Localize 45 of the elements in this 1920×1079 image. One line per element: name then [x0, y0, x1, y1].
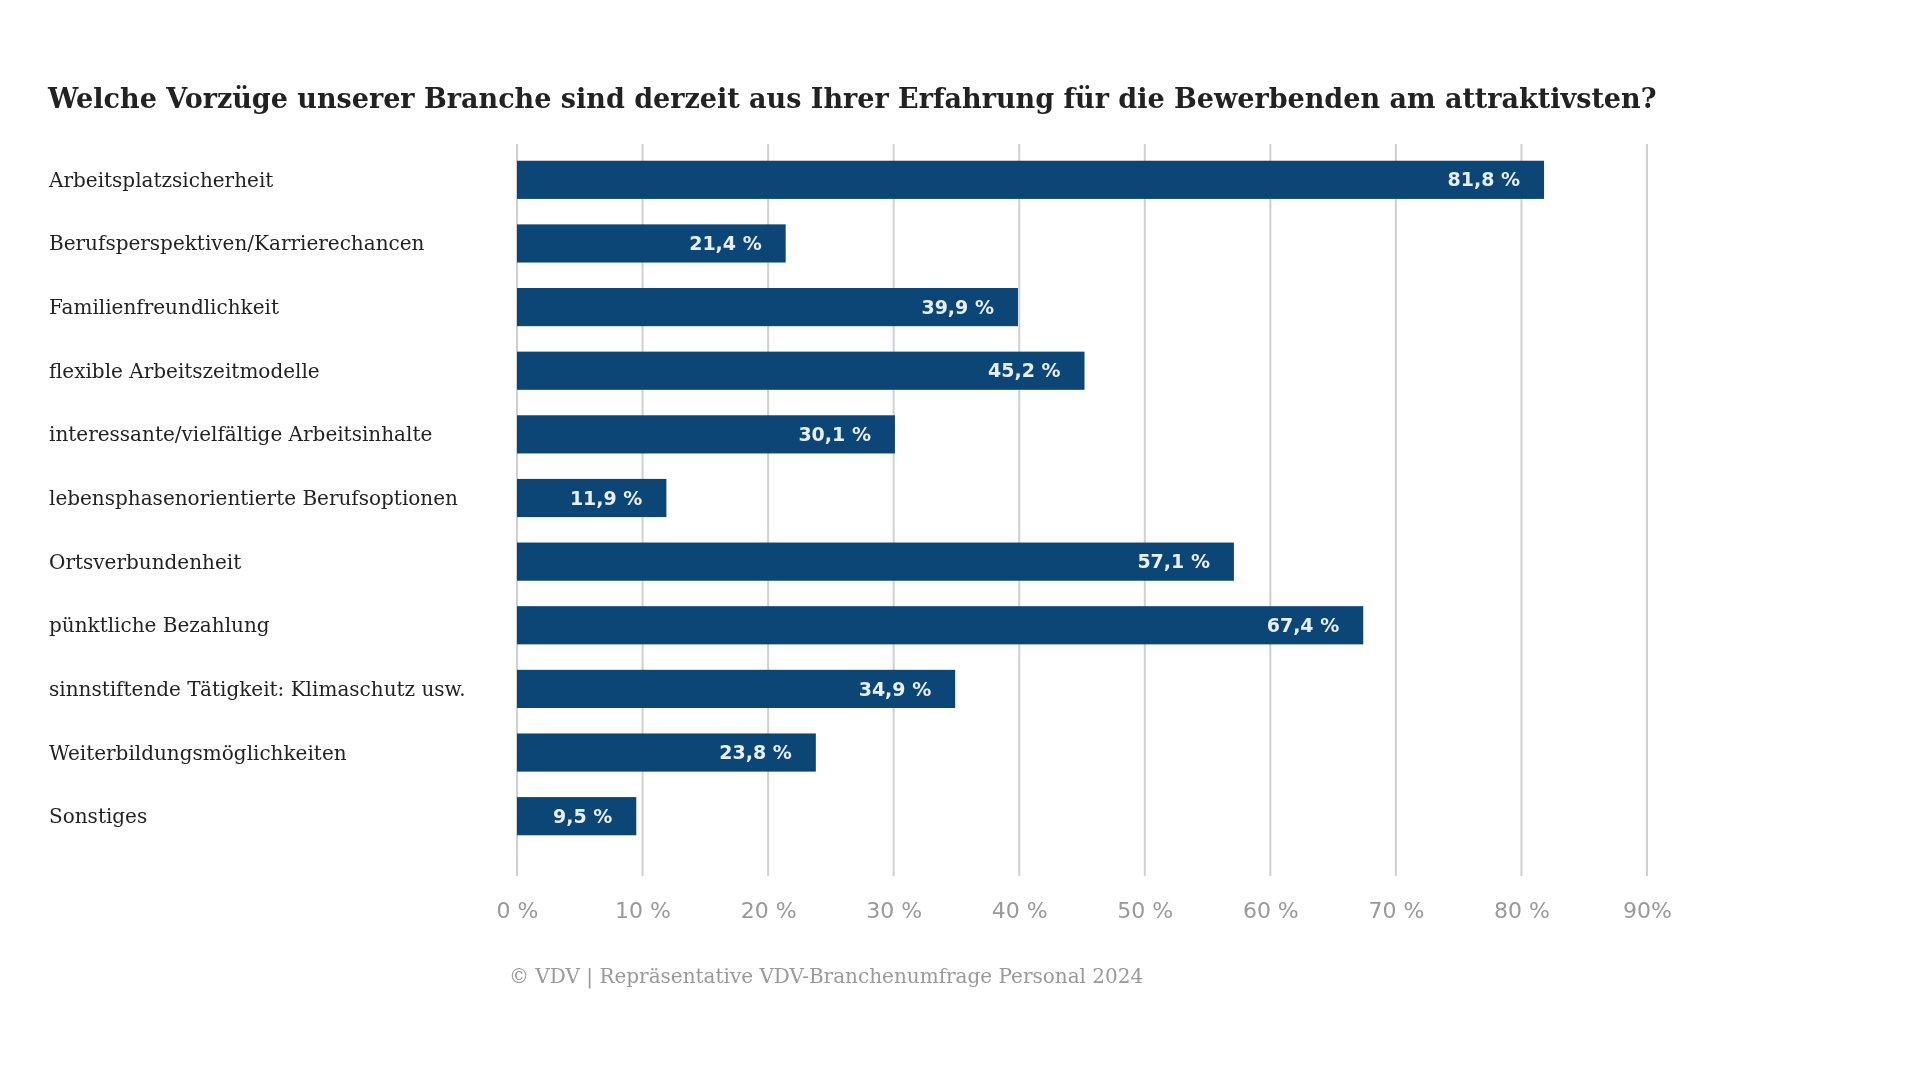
y-tick-label: Ortsverbundenheit: [49, 549, 242, 574]
y-tick-label: pünktliche Bezahlung: [49, 613, 270, 638]
text: © VDV | Repräsentative VDV-Branchenumfrage Personal 2024: [509, 964, 1144, 989]
data-label: 34,9 %: [858, 677, 932, 700]
data-label: 30,1 %: [798, 423, 871, 446]
x-tick-label: 50 %: [1117, 897, 1174, 923]
y-tick-label: interessante/vielfältige Arbeitsinhalte: [49, 422, 433, 447]
bar: [517, 415, 895, 454]
bar: [517, 478, 667, 518]
x-tick-label: 10 %: [615, 897, 672, 923]
x-tick-label: 0 %: [496, 897, 539, 923]
y-tick-label: Arbeitsplatzsicherheit: [48, 167, 274, 192]
bar: [517, 351, 1085, 390]
x-tick-label: 60 %: [1242, 897, 1299, 923]
y-tick-label: lebensphasenorientierte Berufsoptionen: [49, 486, 459, 510]
bar: [517, 224, 786, 263]
bar: [517, 606, 1364, 645]
x-tick-label: 30 %: [866, 897, 923, 923]
y-tick-label: Berufsperspektiven/Karrierechancen: [49, 231, 425, 256]
y-tick-label: Weiterbildungsmöglichkeiten: [49, 740, 347, 765]
data-label: 23,8 %: [719, 741, 792, 764]
data-label: 81,8 %: [1447, 168, 1521, 191]
x-tick-label: 90%: [1623, 897, 1672, 923]
bar: [517, 288, 1018, 327]
bar: [517, 733, 816, 772]
data-label: 9,5 %: [552, 804, 613, 827]
data-label: 45,2 %: [987, 359, 1061, 382]
data-label: 39,9 %: [921, 295, 994, 318]
bar: [517, 669, 956, 708]
x-tick-label: 40 %: [991, 897, 1048, 923]
bar: [517, 160, 1545, 199]
bar: [517, 542, 1234, 581]
x-tick-label: 20 %: [740, 897, 797, 923]
x-tick-label: 80 %: [1493, 897, 1550, 923]
y-tick-label: flexible Arbeitszeitmodelle: [49, 358, 320, 383]
bar: [517, 797, 637, 836]
y-tick-label: Sonstiges: [49, 804, 148, 829]
chart-title: Welche Vorzüge unserer Branche sind derzeit aus Ihrer Erfahrung für die Bewerbenden am attraktivsten?: [47, 83, 1657, 114]
data-label: 57,1 %: [1137, 550, 1210, 573]
data-label: 11,9 %: [569, 486, 643, 509]
x-tick-label: 70 %: [1368, 897, 1425, 923]
data-label: 21,4 %: [689, 232, 762, 255]
y-tick-label: Familienfreundlichkeit: [49, 295, 279, 320]
data-label: 67,4 %: [1266, 613, 1340, 636]
y-tick-label: sinnstiftende Tätigkeit: Klimaschutz usw.: [49, 676, 466, 701]
